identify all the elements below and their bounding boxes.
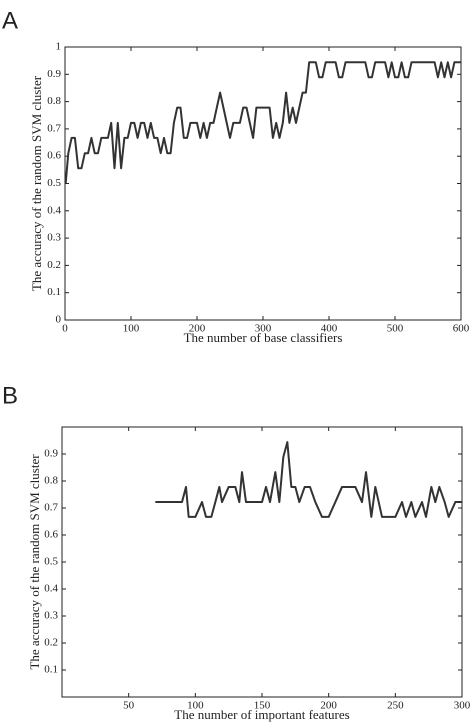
- x-tick-label: 100: [187, 700, 204, 712]
- x-tick-label: 200: [189, 323, 206, 335]
- x-axis-label: The number of base classifiers: [184, 330, 343, 345]
- y-tick-label: 0.3: [47, 232, 61, 244]
- y-tick-label: 0.5: [44, 556, 58, 568]
- x-tick-label: 0: [62, 323, 68, 335]
- y-axis-label: The accuracy of the random SVM cluster: [29, 75, 44, 291]
- x-tick-label: 300: [454, 700, 471, 712]
- y-tick-label: 0.7: [44, 502, 58, 514]
- y-tick-label: 0.9: [44, 448, 58, 460]
- y-tick-label: 0.3: [44, 610, 58, 622]
- y-tick-label: 0.2: [44, 637, 58, 649]
- y-tick-label: 0.1: [44, 664, 58, 676]
- y-tick-label: 0.6: [44, 529, 58, 541]
- plot-frame: [64, 46, 462, 321]
- x-tick-label: 500: [387, 323, 404, 335]
- y-tick-label: 0.7: [47, 122, 61, 134]
- x-tick-label: 100: [123, 323, 140, 335]
- x-tick-label: 50: [123, 700, 135, 712]
- plot-frame: [61, 426, 463, 698]
- panel-label: B: [2, 382, 18, 409]
- x-tick-label: 400: [321, 323, 338, 335]
- y-tick-label: 0.6: [47, 150, 61, 162]
- y-tick-label: 0.9: [47, 68, 61, 80]
- x-tick-label: 250: [387, 700, 404, 712]
- x-axis-label: The number of important features: [174, 707, 349, 722]
- y-tick-label: 1: [56, 41, 62, 53]
- y-axis-label: The accuracy of the random SVM cluster: [27, 454, 42, 670]
- data-line: [64, 61, 461, 184]
- y-tick-label: 0.4: [44, 583, 58, 595]
- y-tick-label: 0.8: [44, 475, 58, 487]
- y-tick-label: 0.4: [47, 204, 61, 216]
- x-tick-label: 200: [320, 700, 337, 712]
- panel-label: A: [2, 7, 18, 34]
- x-tick-label: 600: [453, 323, 470, 335]
- y-tick-label: 0.2: [47, 259, 61, 271]
- y-tick-label: 0.1: [47, 286, 61, 298]
- y-tick-label: 0.8: [47, 95, 61, 107]
- x-tick-label: 300: [255, 323, 272, 335]
- data-line: [155, 441, 462, 518]
- y-tick-label: 0.5: [47, 177, 61, 189]
- y-tick-label: 0: [56, 314, 62, 326]
- x-tick-label: 150: [254, 700, 271, 712]
